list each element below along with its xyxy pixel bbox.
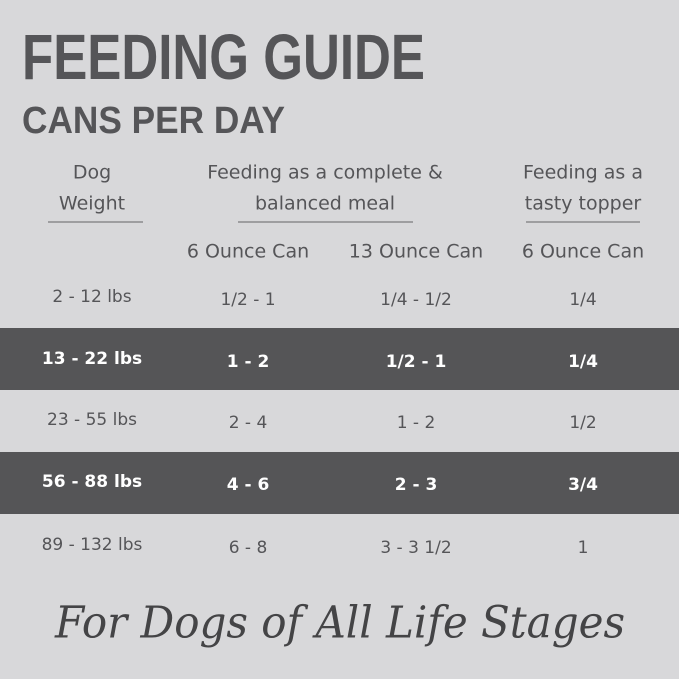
cell: 1/4 - 1/2	[380, 290, 452, 310]
cell: 23 - 55 lbs	[47, 410, 137, 430]
cell: 4 - 6	[227, 475, 270, 495]
footer: For Dogs of All Life Stages	[54, 598, 625, 649]
cell: 2 - 4	[229, 413, 268, 433]
row-band	[0, 328, 679, 390]
group-header: Weight	[59, 193, 125, 215]
cell: 2 - 12 lbs	[52, 287, 131, 307]
subtitle: CANS PER DAY	[22, 100, 285, 142]
cell: 1/2 - 1	[386, 352, 447, 372]
group-header: Feeding as a complete &	[207, 162, 443, 184]
cell: 1/4	[568, 352, 598, 372]
cell: 1 - 2	[227, 352, 270, 372]
cell: 1/2 - 1	[220, 290, 275, 310]
group-header: tasty topper	[525, 193, 642, 215]
group-header: Feeding as a	[523, 162, 643, 184]
column-header: 6 Ounce Can	[187, 241, 309, 263]
column-header: 6 Ounce Can	[522, 241, 644, 263]
cell: 3 - 3 1/2	[380, 538, 451, 558]
title: FEEDING GUIDE	[22, 21, 425, 93]
cell: 56 - 88 lbs	[42, 472, 142, 492]
group-header: balanced meal	[255, 193, 395, 215]
cell: 1 - 2	[397, 413, 436, 433]
cell: 1/2	[569, 413, 596, 433]
column-header: 13 Ounce Can	[349, 241, 483, 263]
cell: 13 - 22 lbs	[42, 349, 142, 369]
cell: 2 - 3	[395, 475, 438, 495]
cell: 1/4	[569, 290, 596, 310]
cell: 6 - 8	[229, 538, 268, 558]
group-header: Dog	[73, 162, 111, 184]
row-band	[0, 452, 679, 514]
cell: 1	[578, 538, 589, 558]
cell: 3/4	[568, 475, 598, 495]
cell: 89 - 132 lbs	[42, 535, 143, 555]
